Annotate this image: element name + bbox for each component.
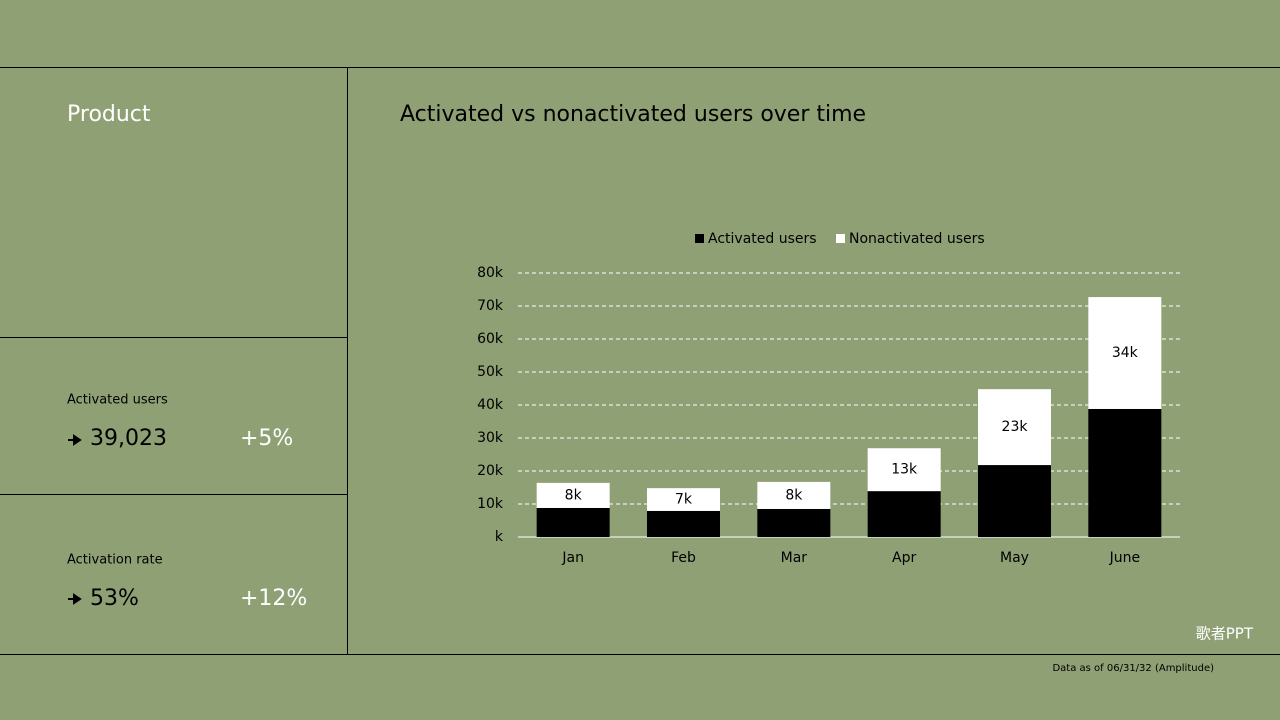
bar-segment — [978, 465, 1051, 537]
bar-segment — [757, 481, 831, 509]
kpi-label: Activation rate — [67, 553, 163, 568]
chart-title: Activated vs nonactivated users over tim… — [400, 102, 866, 127]
bar-segment — [536, 482, 610, 508]
data-label: 7k — [675, 492, 693, 508]
y-tick-label: 50k — [477, 364, 504, 380]
bar-segment — [757, 508, 831, 537]
kpi-label: Activated users — [67, 393, 168, 408]
legend-label: Activated users — [708, 231, 817, 247]
data-label: 8k — [785, 487, 803, 503]
data-label: 8k — [565, 487, 583, 503]
bar-segment — [647, 510, 720, 537]
x-tick-label: June — [1109, 550, 1141, 566]
y-tick-label: 10k — [477, 496, 504, 512]
y-tick-label: 60k — [477, 331, 504, 347]
x-tick-label: Mar — [781, 550, 808, 566]
bar-segment — [536, 507, 610, 537]
bar-segment — [867, 491, 941, 537]
watermark: 歌者PPT — [1196, 625, 1254, 643]
kpi-change: +5% — [240, 426, 293, 451]
data-label: 13k — [891, 462, 918, 478]
arrow-icon — [68, 434, 82, 446]
y-tick-label: 40k — [477, 397, 504, 413]
legend-label: Nonactivated users — [849, 231, 985, 247]
panel-title: Product — [67, 102, 151, 127]
y-tick-label: 80k — [477, 265, 504, 281]
data-label: 34k — [1112, 345, 1139, 361]
kpi-value: 53% — [90, 586, 139, 611]
kpi-change: +12% — [240, 586, 307, 611]
kpi-value: 39,023 — [90, 426, 167, 451]
y-tick-label: 30k — [477, 430, 504, 446]
x-tick-label: Apr — [892, 550, 916, 566]
bar-segment — [978, 389, 1051, 466]
data-label: 23k — [1002, 419, 1029, 435]
legend-swatch — [836, 234, 845, 243]
x-tick-label: May — [1000, 550, 1029, 566]
y-tick-label: k — [495, 529, 504, 545]
x-tick-label: Feb — [671, 550, 696, 566]
arrow-icon — [68, 593, 82, 605]
footer-note: Data as of 06/31/32 (Amplitude) — [1052, 663, 1214, 674]
y-tick-label: 70k — [477, 298, 504, 314]
bar-segment — [1088, 297, 1162, 409]
legend-swatch — [695, 234, 704, 243]
bar-segment — [867, 448, 941, 492]
y-tick-label: 20k — [477, 463, 504, 479]
x-tick-label: Jan — [561, 550, 584, 566]
bar-segment — [647, 488, 720, 511]
bar-segment — [1088, 408, 1162, 537]
